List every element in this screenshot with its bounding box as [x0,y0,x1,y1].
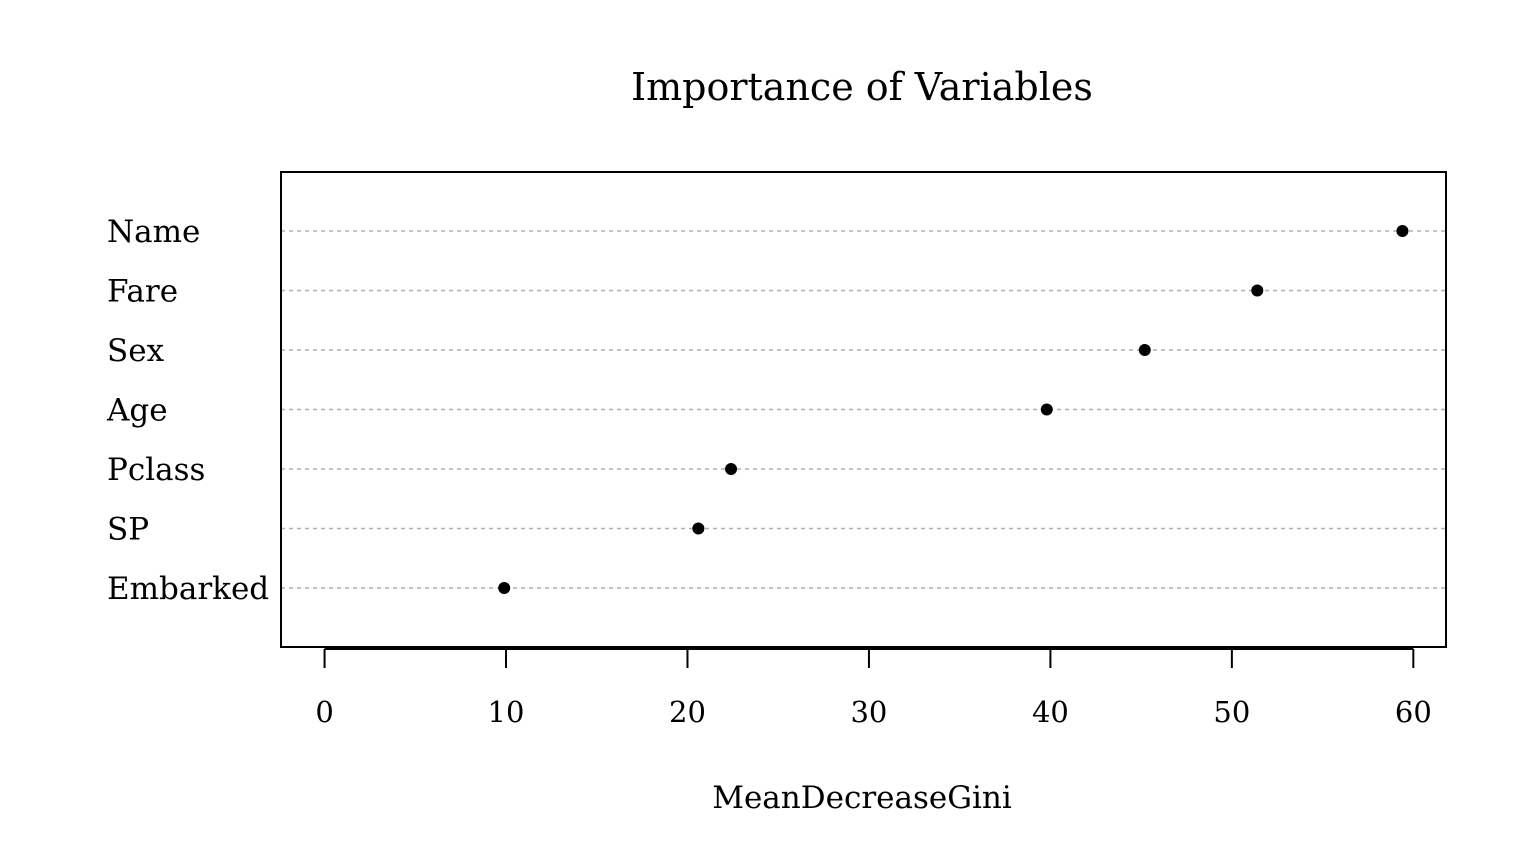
x-tick-label-40: 40 [1032,695,1069,729]
category-label-name: Name [107,214,200,250]
x-tick-label-30: 30 [850,695,887,729]
x-tick-label-60: 60 [1395,695,1432,729]
data-point-name [1396,225,1409,237]
data-point-age [1040,403,1053,416]
data-point-embarked [498,582,511,594]
x-axis: 0 10 20 30 40 50 60 [315,648,1432,729]
plot-frame [280,171,1447,648]
category-labels: Name Fare Sex Age Pclass SP Embarked [106,214,269,607]
category-label-sex: Sex [107,333,165,369]
category-label-embarked: Embarked [107,571,269,607]
data-point-fare [1251,284,1264,297]
x-tick-label-10: 10 [488,695,525,729]
x-tick-label-50: 50 [1213,695,1250,729]
grid-lines [281,230,1446,589]
data-point-pclass [725,463,738,475]
category-label-fare: Fare [107,274,178,310]
data-point-sp [692,522,705,535]
category-label-age: Age [106,393,168,429]
x-tick-label-20: 20 [669,695,706,729]
category-label-pclass: Pclass [107,452,205,488]
data-point-sex [1138,344,1151,356]
category-label-sp: SP [107,512,149,548]
x-ticks: 0 10 20 30 40 50 60 [315,649,1432,729]
data-points [498,225,1409,594]
x-axis-title: MeanDecreaseGini [712,780,1012,816]
x-tick-label-0: 0 [315,695,333,729]
chart-title: Importance of Variables [631,65,1093,109]
